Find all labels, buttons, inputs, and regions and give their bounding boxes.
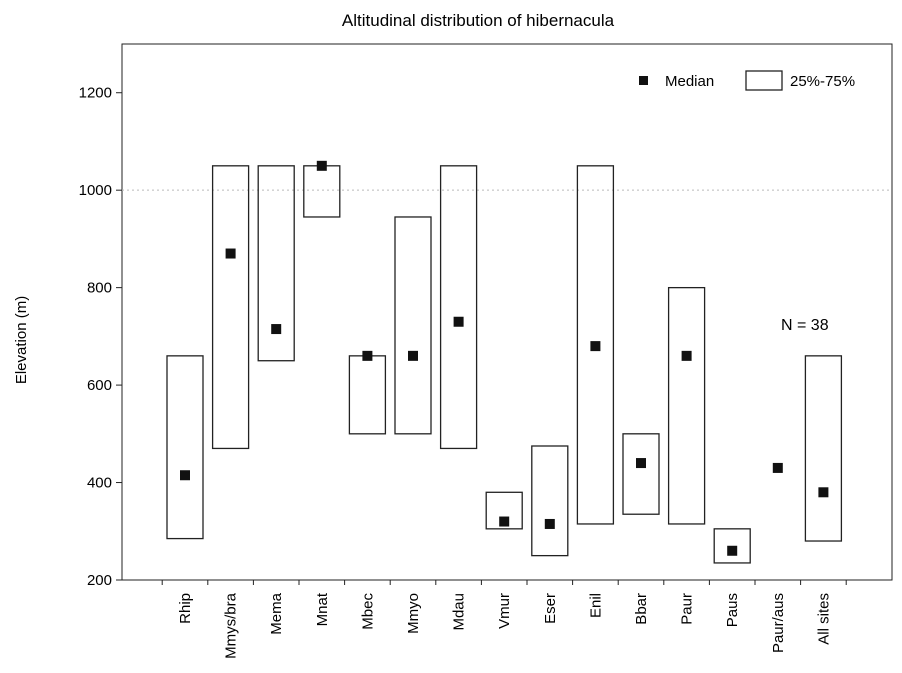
legend: Median 25%-75% [639, 70, 855, 91]
category-label: Paur [679, 593, 696, 625]
median-marker [727, 545, 738, 556]
category-label: Mbec [359, 593, 376, 630]
iqr-box [622, 433, 660, 515]
median-marker [544, 518, 555, 529]
median-marker [772, 462, 783, 473]
iqr-box [166, 355, 204, 540]
category-label: Vmur [496, 593, 513, 629]
iqr-box [439, 165, 478, 450]
iqr-box [211, 165, 250, 450]
y-axis-label: Elevation (m) [13, 296, 30, 384]
median-marker [818, 487, 829, 498]
legend-median-marker [639, 76, 648, 85]
iqr-box [257, 165, 295, 362]
median-marker [271, 324, 282, 335]
iqr-box [804, 355, 843, 542]
plot-area: 200 400 600 800 1000 1200 Rhip Mmys/bra Mema Mnat… [79, 43, 893, 659]
y-tick-label: 400 [87, 475, 112, 492]
median-marker [499, 516, 510, 527]
iqr-box [713, 528, 751, 564]
category-label: Mema [268, 592, 285, 634]
y-tick-label: 1200 [79, 85, 112, 102]
iqr-box [667, 286, 706, 525]
legend-iqr-label: 25%-75% [790, 73, 855, 90]
category-label: Mmyo [405, 593, 422, 634]
category-label: Paus [724, 593, 741, 627]
legend-iqr-marker [745, 70, 783, 91]
iqr-box [531, 445, 569, 557]
category-label: Mmys/bra [223, 592, 240, 658]
chart-title: Altitudinal distribution of hibernacula [342, 11, 615, 30]
category-label: Eser [542, 593, 559, 624]
median-marker [636, 458, 646, 469]
iqr-box [485, 491, 523, 530]
category-label: Enil [587, 593, 604, 618]
iqr-box [303, 165, 341, 218]
y-tick-label: 600 [87, 377, 112, 394]
median-marker [180, 470, 190, 481]
category-label: Bbar [633, 593, 650, 625]
y-tick-label: 1000 [79, 182, 112, 199]
iqr-box [394, 216, 432, 435]
category-label: Mnat [314, 592, 331, 626]
category-label: All sites [815, 593, 832, 645]
annotation-n: N = 38 [781, 317, 829, 334]
plot-frame [121, 43, 893, 581]
median-marker [681, 350, 692, 361]
legend-median-label: Median [665, 73, 714, 90]
y-tick-label: 200 [87, 572, 112, 589]
median-marker [225, 248, 236, 259]
median-marker [453, 316, 464, 327]
median-marker [408, 350, 418, 361]
y-tick-label: 800 [87, 280, 112, 297]
median-marker [362, 350, 373, 361]
iqr-box [576, 165, 615, 525]
category-label: Rhip [177, 593, 194, 624]
category-label: Paur/aus [770, 593, 787, 653]
iqr-box [348, 355, 387, 435]
category-label: Mdau [451, 593, 468, 631]
median-marker [316, 160, 327, 171]
median-marker [590, 341, 601, 352]
